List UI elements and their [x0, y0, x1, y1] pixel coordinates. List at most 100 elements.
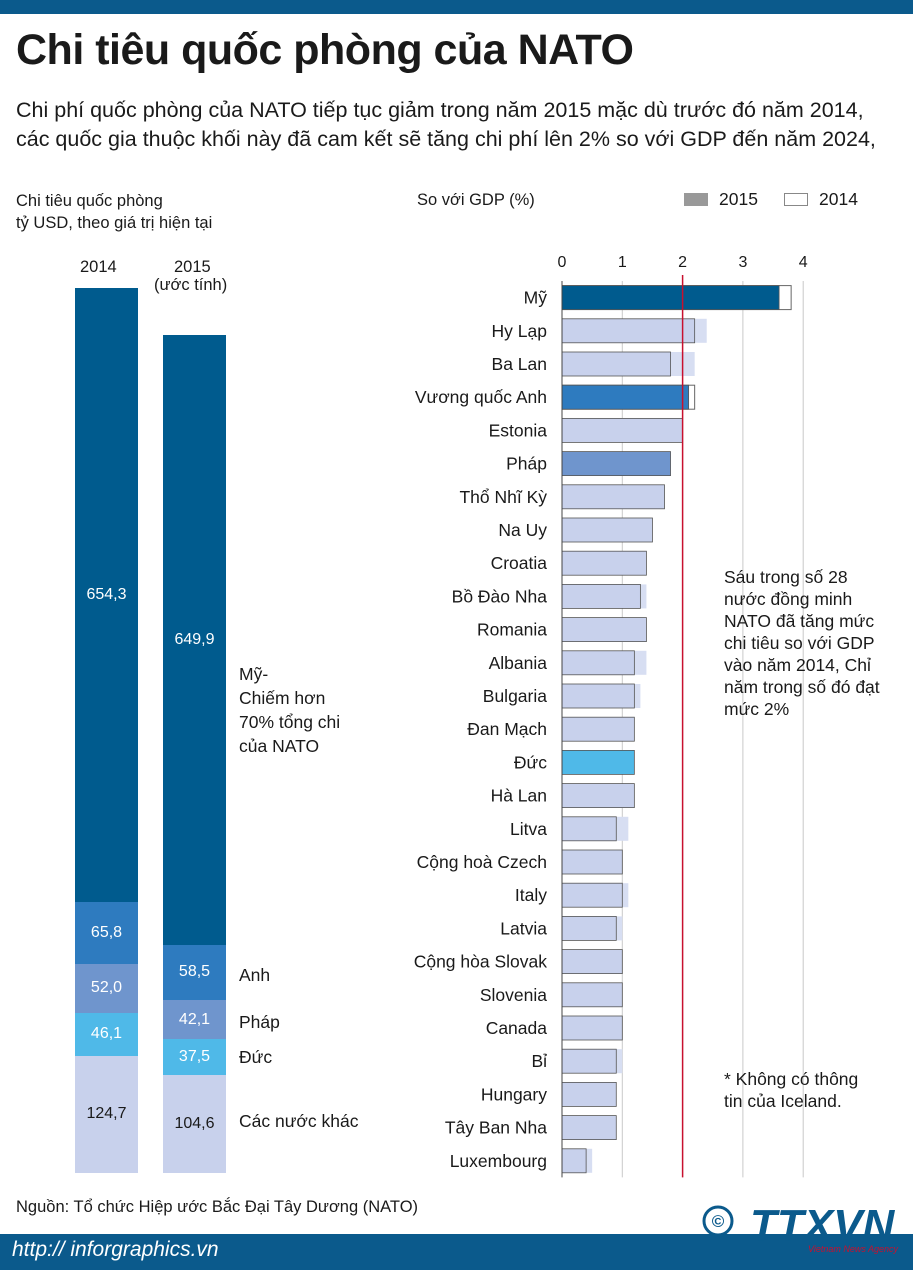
category-label: Italy — [515, 885, 547, 905]
x-tick-label: 4 — [799, 254, 808, 271]
bar-2015 — [561, 716, 635, 742]
category-label: Pháp — [506, 454, 547, 474]
legend-swatch-2014 — [784, 193, 808, 206]
x-tick-label: 0 — [558, 254, 567, 271]
bar-2015 — [561, 617, 647, 642]
category-label: Tây Ban Nha — [445, 1118, 547, 1138]
bar-2015 — [561, 1115, 617, 1140]
footer-url[interactable]: http:// inforgraphics.vn — [12, 1238, 219, 1261]
bar-2015 — [561, 1015, 623, 1041]
category-label: Hà Lan — [491, 786, 547, 806]
series-label-france: Pháp — [239, 1012, 280, 1032]
bar-2015 — [561, 351, 671, 377]
category-label: Đức — [514, 752, 547, 772]
series-label-germany: Đức — [239, 1047, 273, 1067]
bar-2015 — [561, 849, 623, 875]
source-text: Nguồn: Tổ chức Hiệp ước Bắc Đại Tây Dươn… — [16, 1198, 419, 1216]
category-label: Croatia — [491, 553, 548, 573]
bar-2015 — [561, 584, 641, 609]
category-label: Đan Mạch — [467, 719, 547, 739]
stack-segment: 65,8 — [75, 902, 138, 964]
bar-2015 — [561, 517, 653, 543]
stack-segment: 124,7 — [75, 1055, 138, 1173]
bar-2015 — [561, 1048, 617, 1074]
ttxvn-logo: © TTXVN Vietnam News Agency — [700, 1198, 905, 1258]
category-label: Cộng hòa Slovak — [414, 952, 548, 972]
category-label: Bỉ — [531, 1051, 547, 1071]
series-label-uk: Anh — [239, 965, 271, 985]
x-tick-label: 2 — [678, 254, 687, 271]
legend-label-2015: 2015 — [719, 189, 758, 209]
category-label: Thổ Nhĩ Kỳ — [459, 487, 547, 507]
page-title: Chi tiêu quốc phòng của NATO — [16, 26, 634, 74]
category-label: Vương quốc Anh — [415, 387, 547, 407]
x-tick-label: 1 — [618, 254, 627, 271]
bar-2015 — [561, 916, 617, 941]
usa-note-line3: 70% tổng chi — [239, 712, 341, 732]
stacked-bar-2015: 649,9 58,5 42,1 37,5 104,6 — [163, 335, 226, 1173]
bar-2015 — [561, 683, 635, 709]
category-label: Hungary — [481, 1084, 547, 1104]
stack-segment: 104,6 — [163, 1074, 226, 1173]
stack-segment: 37,5 — [163, 1039, 226, 1075]
bar-2015 — [561, 650, 635, 676]
logo-text: TTXVN — [750, 1201, 895, 1250]
stack-segment: 42,1 — [163, 999, 226, 1040]
usa-note-line1: Mỹ- — [239, 664, 269, 684]
bar-2015 — [561, 816, 617, 842]
bar-2015 — [561, 783, 635, 808]
spending-title: Chi tiêu quốc phòng — [16, 192, 163, 210]
category-label: Romania — [477, 620, 547, 640]
stack-segment: 46,1 — [75, 1012, 138, 1056]
category-label: Hy Lạp — [492, 321, 547, 341]
bar-2015 — [561, 417, 683, 443]
spending-unit: tỷ USD, theo giá trị hiện tại — [16, 214, 213, 232]
category-label: Latvia — [500, 918, 547, 938]
page-subtitle: Chi phí quốc phòng của NATO tiếp tục giả… — [16, 98, 876, 151]
bar-2015 — [561, 1148, 587, 1174]
stacked-bar-2014: 654,3 65,8 52,0 46,1 124,7 — [75, 288, 138, 1173]
column-label-2014: 2014 — [80, 258, 117, 276]
category-label: Estonia — [489, 420, 548, 440]
category-label: Luxembourg — [450, 1151, 547, 1171]
bar-2015 — [561, 750, 635, 775]
note-iceland: * Không có thông tin của Iceland. — [724, 1069, 859, 1111]
category-label: Canada — [486, 1018, 548, 1038]
copyright-icon: © — [712, 1212, 725, 1231]
bar-2015 — [561, 949, 623, 974]
series-label-others: Các nước khác — [239, 1111, 359, 1131]
column-label-2015: 2015 — [174, 258, 211, 276]
legend-swatch-2015 — [684, 193, 708, 206]
bar-2015 — [561, 1082, 617, 1107]
bar-2015 — [561, 384, 690, 410]
bar-2015 — [561, 550, 647, 576]
legend-label-2014: 2014 — [819, 189, 858, 209]
category-label: Mỹ — [524, 288, 548, 308]
category-label: Slovenia — [480, 985, 547, 1005]
bar-2015 — [561, 285, 780, 311]
stack-segment: 58,5 — [163, 944, 226, 1000]
x-tick-label: 3 — [738, 254, 747, 271]
gdp-axis-title: So với GDP (%) — [417, 191, 535, 209]
category-label: Litva — [510, 819, 547, 839]
bar-2015 — [561, 982, 623, 1008]
bar-2015 — [561, 882, 623, 908]
category-label: Bồ Đào Nha — [452, 586, 548, 606]
column-sublabel-2015: (ước tính) — [154, 276, 228, 294]
usa-note-line2: Chiếm hơn — [239, 688, 326, 708]
bar-2015 — [561, 318, 696, 344]
bar-2015 — [561, 484, 665, 510]
stack-segment: 654,3 — [75, 288, 138, 903]
top-accent-band — [0, 0, 913, 14]
note-allies: Sáu trong số 28 nước đồng minh NATO đã t… — [724, 567, 880, 719]
bar-2015 — [561, 451, 671, 477]
stack-segment: 52,0 — [75, 963, 138, 1013]
category-label: Ba Lan — [492, 354, 547, 374]
category-label: Albania — [489, 653, 548, 673]
usa-note-line4: của NATO — [239, 736, 320, 756]
logo-subtext: Vietnam News Agency — [808, 1244, 899, 1254]
stack-segment: 649,9 — [163, 335, 226, 945]
category-label: Cộng hoà Czech — [417, 852, 547, 872]
footer-band — [0, 1234, 913, 1270]
